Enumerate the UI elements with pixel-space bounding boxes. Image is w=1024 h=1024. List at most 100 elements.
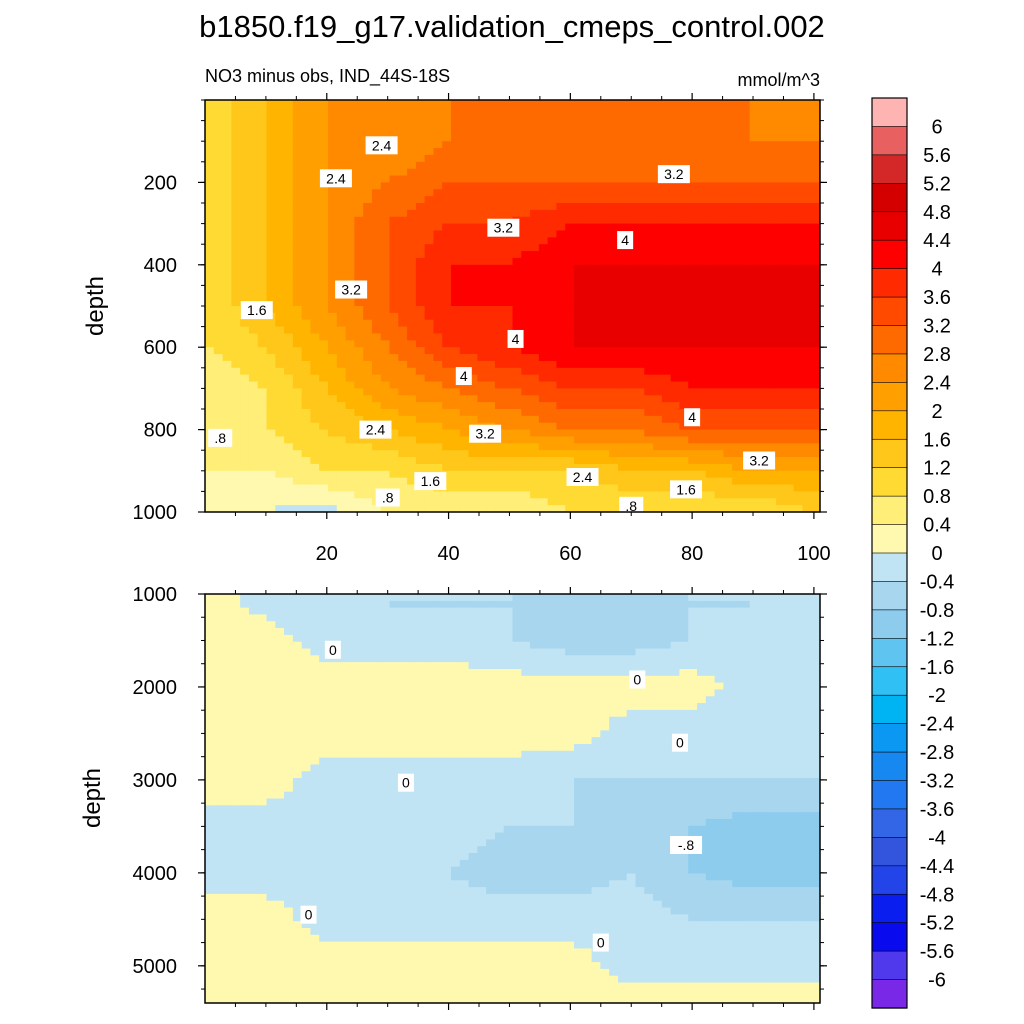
contour-cell <box>336 264 347 273</box>
contour-cell <box>451 237 461 245</box>
contour-label: 3.2 <box>335 280 368 299</box>
contour-cell <box>740 443 751 451</box>
contour-cell <box>521 374 531 383</box>
contour-cell <box>503 381 514 389</box>
contour-cell <box>292 463 303 472</box>
contour-cell <box>758 134 768 142</box>
contour-cell <box>793 175 804 183</box>
contour-cell <box>661 614 672 622</box>
contour-cell <box>205 415 215 424</box>
contour-cell <box>301 168 312 177</box>
contour-cell <box>284 360 294 369</box>
contour-cell <box>354 148 364 156</box>
contour-cell <box>266 148 276 156</box>
contour-cell <box>275 641 285 650</box>
contour-cell <box>266 429 276 438</box>
contour-cell <box>248 463 259 472</box>
contour-cell <box>697 354 707 362</box>
contour-cell <box>697 148 707 156</box>
contour-cell <box>697 264 707 273</box>
contour-cell <box>811 505 820 512</box>
contour-cell <box>547 196 558 204</box>
contour-cell <box>688 463 698 472</box>
contour-cell <box>328 374 338 383</box>
contour-cell <box>626 141 637 149</box>
contour-cell <box>600 354 610 362</box>
contour-cell <box>749 237 760 245</box>
contour-cell <box>275 381 285 389</box>
contour-cell <box>407 470 417 479</box>
contour-cell <box>442 134 452 142</box>
contour-cell <box>574 134 584 142</box>
contour-cell <box>679 257 689 266</box>
contour-cell <box>363 237 373 245</box>
contour-cell <box>767 271 777 280</box>
contour-cell <box>363 278 373 286</box>
contour-cell <box>415 100 426 108</box>
contour-cell <box>336 161 347 170</box>
contour-cell <box>723 285 733 293</box>
contour-cell <box>670 347 681 355</box>
contour-cell <box>371 415 382 424</box>
contour-cell <box>451 278 461 286</box>
contour-cell <box>644 621 654 629</box>
contour-cell <box>784 182 795 190</box>
contour-cell <box>653 354 663 362</box>
contour-cell <box>705 189 716 197</box>
contour-cell <box>231 395 241 403</box>
contour-cell <box>451 154 461 163</box>
contour-cell <box>617 292 628 300</box>
contour-cell <box>793 360 804 369</box>
contour-cell <box>424 113 435 122</box>
contour-cell <box>275 484 285 492</box>
contour-cell <box>784 264 795 273</box>
contour-cell <box>301 161 312 170</box>
contour-cell <box>424 457 435 465</box>
contour-cell <box>635 360 645 369</box>
contour-cell <box>415 285 426 293</box>
contour-cell <box>635 600 645 609</box>
contour-cell <box>705 319 716 328</box>
contour-cell <box>767 216 777 225</box>
contour-cell <box>653 299 663 307</box>
contour-cell <box>213 264 224 273</box>
contour-cell <box>257 505 268 512</box>
contour-cell <box>477 491 487 499</box>
contour-cell <box>793 100 804 108</box>
contour-cell <box>635 340 645 348</box>
contour-cell <box>468 175 478 183</box>
contour-cell <box>486 402 496 410</box>
contour-cell <box>530 450 540 458</box>
contour-cell <box>512 175 522 183</box>
contour-cell <box>248 607 259 616</box>
contour-cell <box>407 614 417 622</box>
contour-cell <box>512 189 522 197</box>
contour-cell <box>723 463 733 472</box>
contour-cell <box>644 381 654 389</box>
x-tick-label: 100 <box>797 543 830 565</box>
contour-cell <box>565 257 575 266</box>
contour-cell <box>266 182 276 190</box>
contour-cell <box>740 429 751 438</box>
contour-cell <box>635 189 645 197</box>
contour-cell <box>661 477 672 486</box>
contour-label-bg <box>617 231 634 250</box>
contour-cell <box>582 484 593 492</box>
contour-cell <box>442 470 452 479</box>
contour-cell <box>284 292 294 300</box>
contour-cell <box>503 422 514 431</box>
contour-cell <box>398 326 408 335</box>
contour-cell <box>732 354 742 362</box>
contour-cell <box>407 395 417 403</box>
contour-cell <box>670 189 681 197</box>
contour-cell <box>389 223 399 232</box>
contour-cell <box>275 607 285 616</box>
contour-cell <box>345 607 355 616</box>
contour-cell <box>477 182 487 190</box>
contour-cell <box>609 154 619 163</box>
contour-cell <box>512 614 522 622</box>
contour-cell <box>565 429 575 438</box>
contour-cell <box>407 628 417 636</box>
contour-cell <box>793 367 804 376</box>
contour-cell <box>398 209 408 218</box>
